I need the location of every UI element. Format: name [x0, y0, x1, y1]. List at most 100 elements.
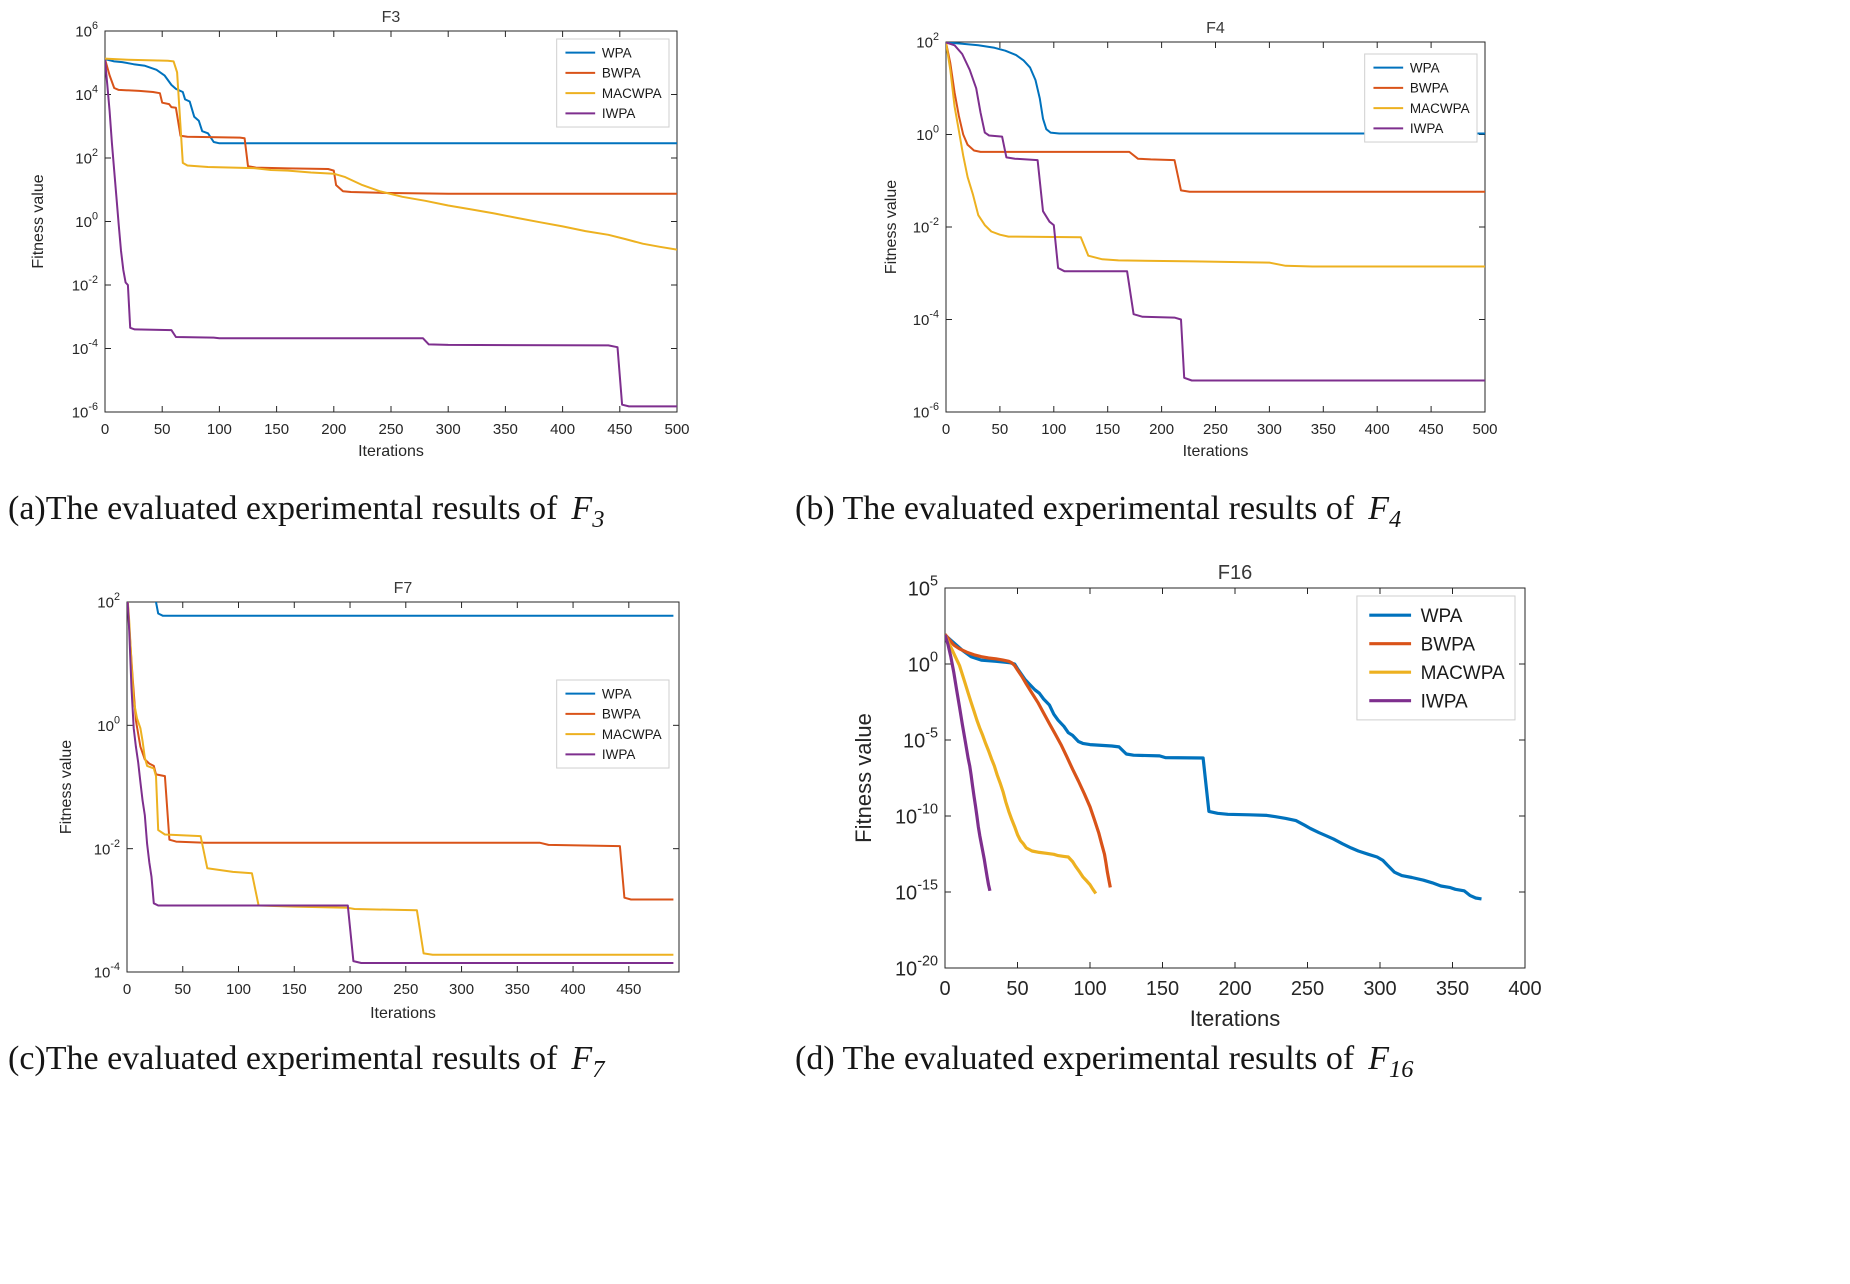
x-axis-label: Iterations: [370, 1005, 436, 1022]
series-line-iwpa: [945, 634, 992, 892]
caption-c-text: (c)The evaluated experimental results of: [8, 1040, 558, 1077]
chart-panel-f7: 0 50 100 150 200 250 300 350 400 450 102 100 10-2 10-…: [52, 562, 697, 1037]
x-tick-label: 0: [942, 421, 950, 438]
y-tick-label: 10-4: [72, 338, 98, 359]
legend-label: WPA: [602, 45, 632, 60]
caption-b-text: (b) The evaluated experimental results o…: [795, 490, 1355, 527]
x-axis-label: Iterations: [358, 443, 424, 460]
series-line-wpa: [946, 42, 1485, 135]
x-tick-label: 0: [101, 421, 109, 438]
caption-a-text: (a)The evaluated experimental results of: [8, 490, 558, 527]
x-axis-label: Iterations: [1183, 443, 1249, 460]
caption-d: (d) The evaluated experimental results o…: [795, 1040, 1413, 1084]
y-tick-label: 100: [916, 124, 939, 145]
x-axis-label: Iterations: [1190, 1006, 1281, 1031]
series-line-bwpa: [127, 602, 674, 901]
series-line-macwpa: [105, 57, 677, 251]
x-tick-label: 250: [1291, 978, 1324, 1000]
y-tick-label: 10-20: [895, 954, 938, 981]
series-line-macwpa: [127, 602, 674, 956]
x-tick-label: 200: [1218, 978, 1251, 1000]
x-tick-label: 350: [1311, 421, 1336, 438]
legend-label: IWPA: [602, 747, 636, 762]
chart-f16: 0 50 100 150 200 250 300 350 400 105 100 10-5 10-10 1…: [851, 562, 1542, 1031]
x-tick-label: 300: [449, 981, 474, 998]
y-tick-label: 102: [75, 147, 98, 168]
legend-label: WPA: [1410, 60, 1440, 75]
y-tick-label: 100: [908, 650, 938, 677]
chart-f3: 0 50 100 150 200 250 300 350 400 450 500 106 104 102 1…: [30, 9, 690, 460]
x-tick-label: 0: [123, 981, 131, 998]
x-tick-label: 50: [1006, 978, 1028, 1000]
x-tick-label: 450: [607, 421, 632, 438]
x-tick-label: 200: [338, 981, 363, 998]
x-tick-label: 50: [154, 421, 171, 438]
x-tick-label: 300: [1363, 978, 1396, 1000]
caption-a: (a)The evaluated experimental results of…: [8, 490, 604, 534]
series-line-bwpa: [945, 633, 1112, 888]
legend-label: MACWPA: [602, 86, 662, 101]
chart-f4: 0 50 100 150 200 250 300 350 400 450 500 102 100 10-2…: [883, 20, 1498, 460]
x-tick-label: 50: [992, 421, 1009, 438]
legend-box: [556, 679, 670, 769]
y-tick-label: 100: [97, 715, 120, 736]
chart-panel-f3: 0 50 100 150 200 250 300 350 400 450 500 106 104 102 1…: [10, 5, 705, 475]
caption-c-symbol: F7: [571, 1040, 605, 1083]
x-tick-label: 350: [505, 981, 530, 998]
legend-box: [1364, 53, 1478, 143]
legend-label: IWPA: [1410, 121, 1444, 136]
y-tick-label: 10-6: [913, 401, 939, 422]
y-tick-label: 10-10: [895, 802, 938, 829]
series-line-wpa: [105, 58, 677, 145]
x-tick-label: 350: [1436, 978, 1469, 1000]
y-tick-label: 100: [75, 211, 98, 232]
x-tick-label: 300: [436, 421, 461, 438]
y-tick-label: 105: [908, 574, 938, 601]
series-line-iwpa: [105, 59, 677, 408]
y-tick-label: 10-2: [913, 216, 939, 237]
x-tick-label: 200: [321, 421, 346, 438]
y-tick-label: 10-15: [895, 878, 938, 905]
legend-label: IWPA: [1421, 691, 1468, 712]
legend-label: MACWPA: [1421, 663, 1505, 684]
legend-label: WPA: [1421, 606, 1463, 627]
series-line-bwpa: [946, 42, 1485, 193]
x-tick-label: 400: [1365, 421, 1390, 438]
chart-panel-f16: 0 50 100 150 200 250 300 350 400 105 100 10-5 10-10 1…: [845, 556, 1563, 1045]
x-tick-label: 300: [1257, 421, 1282, 438]
x-tick-label: 200: [1149, 421, 1174, 438]
legend-label: MACWPA: [602, 727, 662, 742]
x-tick-label: 150: [1095, 421, 1120, 438]
legend-label: WPA: [602, 686, 632, 701]
legend-label: BWPA: [1421, 634, 1476, 655]
x-tick-label: 450: [616, 981, 641, 998]
chart-title: F16: [1218, 562, 1252, 584]
x-tick-label: 150: [1146, 978, 1179, 1000]
legend-box: [556, 38, 670, 128]
y-tick-label: 104: [75, 84, 98, 105]
series-line-wpa: [154, 602, 674, 617]
x-tick-label: 350: [493, 421, 518, 438]
caption-d-symbol: F16: [1368, 1040, 1414, 1083]
caption-a-symbol: F3: [571, 490, 605, 533]
series-line-bwpa: [105, 58, 677, 195]
chart-title: F3: [382, 9, 401, 26]
y-axis-label: Fitness value: [58, 740, 75, 834]
y-tick-label: 102: [97, 591, 120, 612]
y-tick-label: 10-6: [72, 401, 98, 422]
x-tick-label: 250: [393, 981, 418, 998]
series-line-iwpa: [127, 602, 674, 964]
x-tick-label: 250: [1203, 421, 1228, 438]
caption-c: (c)The evaluated experimental results of…: [8, 1040, 604, 1084]
series-line-macwpa: [946, 42, 1485, 268]
chart-title: F4: [1206, 20, 1225, 37]
x-tick-label: 0: [939, 978, 950, 1000]
y-tick-label: 106: [75, 20, 98, 41]
legend-label: BWPA: [1410, 81, 1449, 96]
x-tick-label: 100: [1073, 978, 1106, 1000]
x-tick-label: 400: [1508, 978, 1541, 1000]
y-tick-label: 10-5: [903, 726, 938, 753]
caption-b-symbol: F4: [1368, 490, 1402, 533]
caption-d-text: (d) The evaluated experimental results o…: [795, 1040, 1355, 1077]
